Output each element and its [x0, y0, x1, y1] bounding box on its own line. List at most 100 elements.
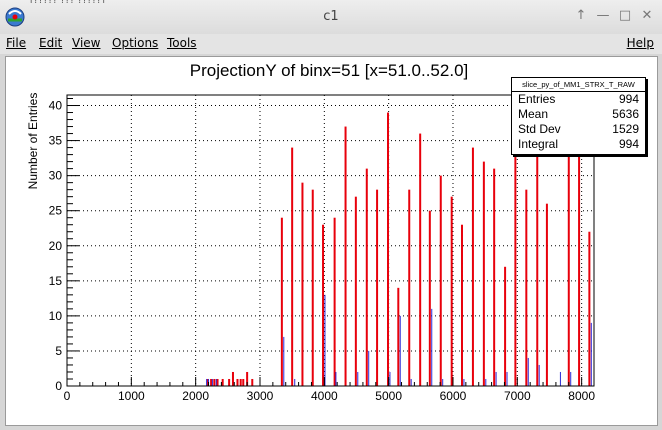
bar-red [210, 378, 213, 386]
scroll-up-icon[interactable]: ↑ [575, 8, 587, 23]
bar-red [236, 378, 239, 386]
bar-blue [538, 364, 540, 386]
menu-file-label: File [6, 36, 27, 50]
bar-red [408, 189, 411, 386]
bar-red [365, 168, 368, 386]
x-tick-label: 2000 [182, 389, 209, 403]
x-tick-label: 6000 [440, 389, 467, 403]
titlebar-top-strip: [????? ??? ?????] [30, 0, 330, 3]
menu-file[interactable]: File [6, 36, 26, 50]
bar-red [460, 224, 463, 386]
menu-options[interactable]: Options [112, 36, 158, 50]
bar-blue [368, 350, 370, 386]
menu-edit[interactable]: Edit [39, 36, 62, 50]
bar-red [397, 287, 400, 386]
bar-red [206, 378, 209, 386]
x-tick-label: 3000 [247, 389, 274, 403]
bars-group [206, 98, 592, 387]
bar-red [588, 231, 591, 386]
bar-blue [324, 294, 326, 386]
stats-row-entries: Entries 994 [512, 92, 645, 107]
bar-blue [410, 378, 412, 386]
minimize-icon[interactable]: — [596, 8, 610, 23]
maximize-icon[interactable]: □ [618, 8, 632, 23]
bar-blue [294, 378, 296, 386]
bar-red [545, 203, 548, 386]
stats-value: 994 [618, 92, 639, 106]
y-tick-label: 10 [49, 309, 63, 323]
bar-red [251, 378, 254, 386]
menu-tools[interactable]: Tools [167, 36, 197, 50]
bar-blue [211, 378, 213, 386]
bar-blue [442, 378, 444, 386]
menu-bar: File Edit View Options Tools Help [0, 34, 662, 54]
bar-blue [485, 378, 487, 386]
bar-red [333, 217, 336, 386]
bar-blue [506, 371, 508, 386]
bar-red [567, 140, 570, 386]
bar-red [311, 189, 314, 386]
bar-blue [399, 315, 401, 386]
bar-red [482, 161, 485, 386]
stats-row-stddev: Std Dev 1529 [512, 122, 645, 137]
bar-red [419, 133, 422, 386]
bar-blue [215, 378, 217, 386]
bar-red [242, 378, 245, 386]
stats-label: Entries [518, 92, 556, 106]
stats-label: Integral [518, 137, 559, 151]
stats-value: 994 [618, 137, 639, 151]
stats-label: Std Dev [518, 122, 561, 136]
menu-view[interactable]: View [72, 36, 100, 50]
bar-blue [335, 371, 337, 386]
y-tick-label: 40 [49, 99, 63, 113]
y-tick-label: 0 [55, 379, 62, 393]
menu-options-label: Options [112, 36, 159, 50]
bar-red [493, 168, 496, 386]
bar-red [246, 371, 249, 386]
root-app-icon[interactable] [4, 5, 26, 29]
x-tick-label: 0 [64, 389, 71, 403]
stats-value: 5636 [612, 107, 639, 121]
bar-red [514, 126, 517, 387]
bar-blue [463, 378, 465, 386]
bar-blue [590, 322, 592, 386]
bar-red [471, 147, 474, 386]
x-tick-label: 5000 [375, 389, 402, 403]
bar-red [344, 126, 347, 387]
bar-red [376, 189, 379, 386]
window-title: c1 [323, 9, 339, 24]
bar-red [439, 175, 442, 386]
bar-red [280, 217, 283, 386]
bar-red [322, 224, 325, 386]
bar-blue [431, 308, 433, 386]
bar-red [387, 112, 390, 386]
bar-blue [283, 336, 285, 386]
bar-red [231, 371, 234, 386]
bar-blue [570, 371, 572, 386]
bar-red [301, 182, 304, 386]
bar-red [525, 189, 528, 386]
plot-frame [66, 94, 595, 387]
x-tick-label: 7000 [504, 389, 531, 403]
close-icon[interactable]: ✕ [641, 8, 653, 23]
bar-blue [559, 371, 561, 386]
bar-blue [495, 371, 497, 386]
bar-blue [357, 371, 359, 386]
window-titlebar: [????? ??? ?????] c1 ↑ — □ ✕ [0, 0, 662, 35]
bar-blue [389, 371, 391, 386]
y-tick-label: 20 [49, 239, 63, 253]
y-tick-label: 35 [49, 134, 63, 148]
bar-blue [527, 357, 529, 386]
bar-red [239, 378, 242, 386]
y-axis-label: Number of Entries [26, 93, 40, 190]
stats-label: Mean [518, 107, 549, 121]
bar-red [578, 98, 581, 386]
y-tick-label: 5 [55, 344, 62, 358]
menu-help[interactable]: Help [627, 36, 654, 50]
bar-red [536, 119, 539, 386]
y-tick-label: 15 [49, 274, 63, 288]
bar-red [213, 378, 216, 386]
y-tick-label: 25 [49, 204, 63, 218]
stats-row-integral: Integral 994 [512, 137, 645, 152]
